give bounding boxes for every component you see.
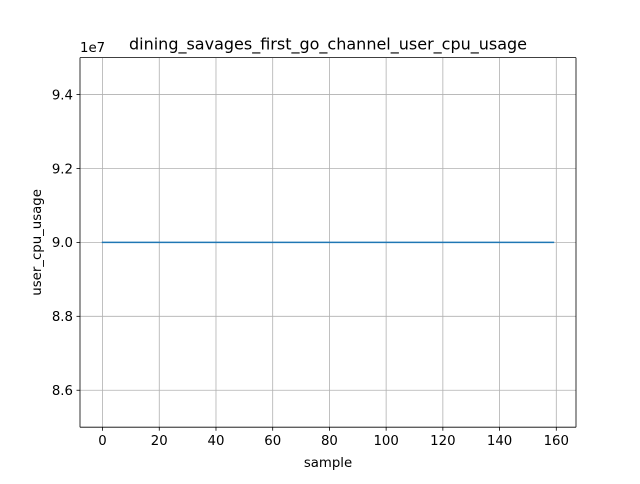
chart-title: dining_savages_first_go_channel_user_cpu… xyxy=(129,35,527,55)
x-tick-label: 20 xyxy=(151,434,168,449)
x-tick-label: 40 xyxy=(208,434,225,449)
y-tick-label: 9.0 xyxy=(52,236,73,251)
x-tick-label: 160 xyxy=(544,434,569,449)
x-tick-label: 60 xyxy=(264,434,281,449)
ticks: 0 20 40 60 80 100 120 140 160 8.6 8.8 9.0 9.2 9.4 xyxy=(52,88,569,449)
y-tick-label: 9.4 xyxy=(52,88,73,103)
x-tick-label: 120 xyxy=(430,434,455,449)
y-tick-label: 9.2 xyxy=(52,162,73,177)
y-tick-label: 8.8 xyxy=(52,310,73,325)
y-axis-label: user_cpu_usage xyxy=(30,189,45,296)
y-tick-label: 8.6 xyxy=(52,384,73,399)
x-tick-label: 100 xyxy=(373,434,398,449)
x-tick-label: 80 xyxy=(321,434,338,449)
x-tick-label: 0 xyxy=(98,434,106,449)
y-axis-offset-label: 1e7 xyxy=(80,41,105,56)
x-axis-label: sample xyxy=(304,456,352,471)
x-tick-label: 140 xyxy=(487,434,512,449)
